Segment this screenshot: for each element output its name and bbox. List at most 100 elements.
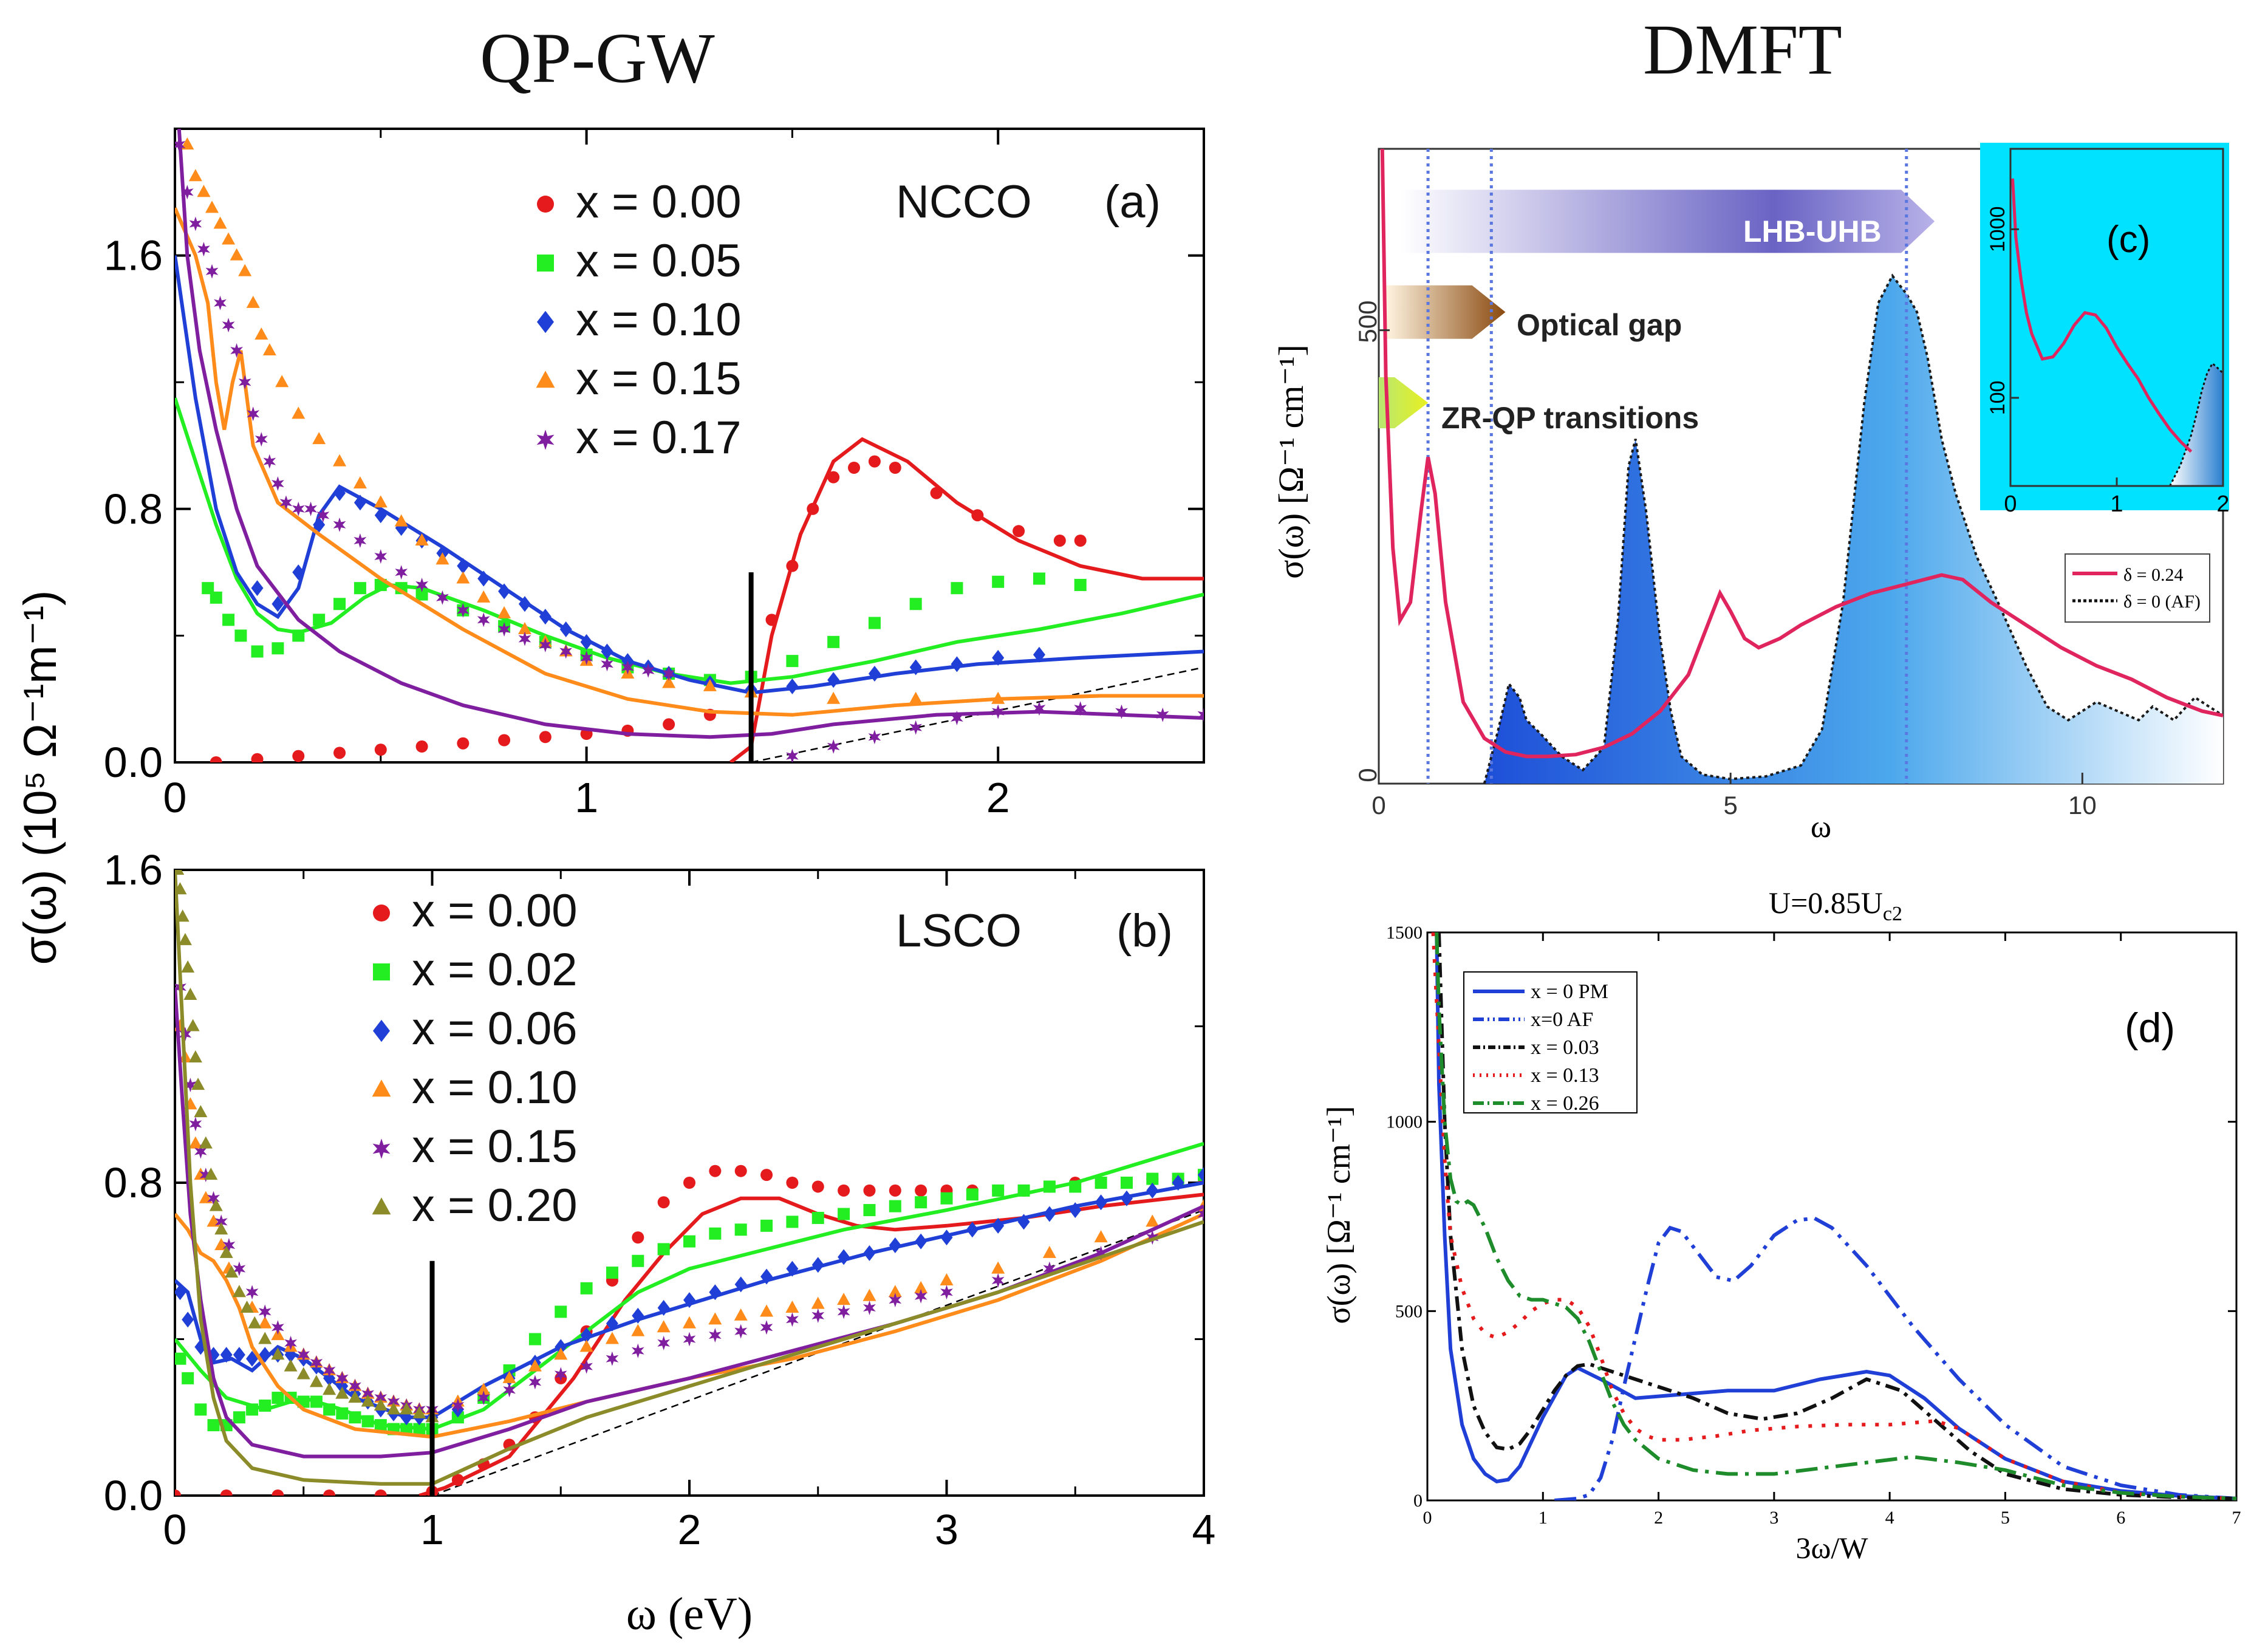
- data-point: [827, 739, 840, 754]
- data-point: [889, 1237, 901, 1253]
- data-point: [254, 432, 268, 447]
- x-tick-label: 1: [575, 774, 598, 821]
- data-point: [186, 1019, 200, 1031]
- legend-marker: [373, 905, 390, 922]
- data-point: [951, 711, 963, 725]
- annotation-arrow: [1399, 190, 1935, 253]
- data-point: [517, 621, 531, 634]
- data-point: [909, 720, 923, 735]
- data-point: [662, 675, 676, 688]
- data-point: [1146, 1230, 1159, 1245]
- plot-frame: [174, 128, 1205, 764]
- data-point: [909, 598, 922, 610]
- data-point: [304, 501, 317, 516]
- legend-marker: [537, 196, 554, 213]
- data-point: [188, 1136, 202, 1149]
- data-point: [909, 659, 922, 675]
- data-point: [539, 731, 552, 744]
- data-point: [374, 744, 387, 756]
- data-point: [238, 264, 252, 276]
- data-point: [178, 932, 192, 945]
- data-point: [316, 508, 330, 523]
- plot-area: [1379, 149, 2223, 784]
- legend-label: x = 0.10: [576, 294, 742, 346]
- data-point: [657, 1335, 670, 1350]
- data-point: [1094, 1230, 1108, 1243]
- data-point: [456, 571, 470, 584]
- data-point: [323, 1403, 336, 1416]
- data-point: [734, 1308, 748, 1321]
- legend-marker: [372, 1197, 391, 1215]
- dmft-heading: DMFT: [1643, 10, 1842, 89]
- data-point: [708, 1312, 722, 1325]
- data-point: [991, 691, 1005, 704]
- annotation-arrow: [1379, 377, 1429, 428]
- legend-label: δ = 0.24: [2123, 565, 2184, 585]
- data-point: [889, 1184, 901, 1197]
- data-point: [207, 1191, 220, 1206]
- data-point: [374, 1398, 388, 1411]
- data-point: [412, 1406, 426, 1418]
- x-tick-label: 0: [1371, 791, 1385, 819]
- data-point: [180, 185, 194, 200]
- y-axis-label: σ(ω) [Ω⁻¹ cm⁻¹]: [1320, 1106, 1357, 1324]
- data-point: [827, 691, 841, 704]
- data-point: [657, 1320, 671, 1333]
- y-tick-label: 0: [1413, 1491, 1423, 1511]
- x-tick-label: 1: [1539, 1508, 1548, 1528]
- plot-area: [175, 870, 1204, 1496]
- data-point: [207, 1419, 220, 1432]
- data-point: [361, 1386, 374, 1401]
- legend-label: x = 0 PM: [1531, 980, 1608, 1003]
- data-point: [1069, 1180, 1082, 1193]
- data-point: [394, 514, 408, 527]
- inset-y-tick-label: 1000: [1986, 207, 2009, 253]
- x-axis-label-left: ω (eV): [626, 1589, 753, 1640]
- legend-marker: [536, 371, 555, 388]
- data-point: [333, 747, 346, 759]
- data-point: [838, 1208, 850, 1220]
- y-axis-label: σ(ω) [Ω⁻¹ cm⁻¹]: [1271, 344, 1311, 579]
- data-point: [914, 1288, 927, 1304]
- data-point: [888, 1285, 902, 1298]
- data-point: [361, 1415, 374, 1428]
- legend-label: x = 0.13: [1531, 1064, 1599, 1087]
- data-point: [210, 591, 222, 604]
- data-point: [807, 502, 819, 515]
- data-point: [240, 1301, 254, 1313]
- data-point: [1033, 646, 1045, 663]
- data-point: [213, 216, 227, 229]
- data-point: [559, 621, 572, 637]
- data-point: [1095, 1245, 1107, 1260]
- data-point: [349, 1411, 361, 1424]
- inset-doped-line: [2011, 178, 2193, 453]
- data-point: [992, 1217, 1005, 1234]
- data-point: [683, 1177, 695, 1189]
- data-point: [528, 1333, 541, 1346]
- data-point: [272, 1392, 284, 1404]
- data-point: [827, 672, 840, 688]
- data-point: [415, 740, 428, 753]
- data-point: [811, 1308, 825, 1323]
- legend-marker: [372, 1138, 391, 1159]
- data-point: [579, 1339, 593, 1352]
- data-point: [175, 1489, 181, 1496]
- data-point: [194, 1144, 207, 1159]
- data-point: [966, 1188, 979, 1201]
- data-point: [518, 596, 531, 612]
- data-point: [374, 1489, 387, 1496]
- doped-spectrum-line: [1380, 149, 2223, 759]
- inset-af-line: [2169, 361, 2223, 486]
- data-point: [222, 318, 235, 333]
- inset-x-tick-label: 2: [2216, 491, 2229, 517]
- legend-marker: [372, 1079, 391, 1097]
- data-point: [951, 582, 963, 595]
- data-point: [539, 609, 552, 625]
- data-point: [683, 1292, 695, 1308]
- data-point: [451, 1398, 465, 1413]
- data-point: [1156, 707, 1169, 722]
- data-point: [889, 1293, 902, 1308]
- data-point: [786, 1177, 799, 1189]
- data-point: [309, 1375, 323, 1387]
